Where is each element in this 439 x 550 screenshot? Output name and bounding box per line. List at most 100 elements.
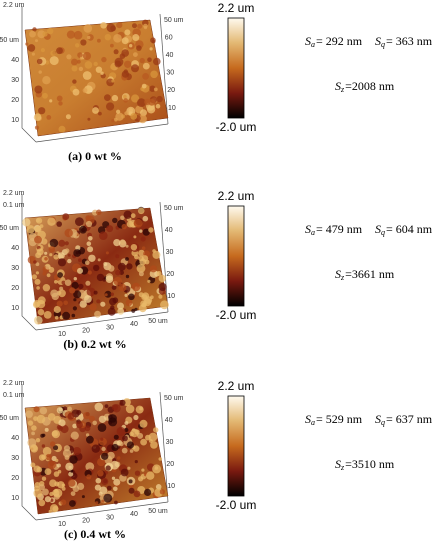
texture: [115, 254, 120, 259]
texture: [48, 246, 56, 253]
texture: [30, 444, 39, 453]
texture: [93, 264, 100, 272]
texture: [137, 207, 145, 215]
texture: [148, 227, 154, 233]
texture: [156, 271, 162, 276]
stat-value: =3510 nm: [345, 457, 395, 471]
stat-symbol: S: [335, 79, 341, 93]
texture: [136, 45, 142, 51]
texture: [125, 404, 135, 414]
texture: [131, 94, 140, 103]
texture: [34, 125, 40, 130]
texture: [67, 479, 76, 487]
texture: [130, 113, 138, 120]
texture: [33, 301, 40, 309]
texture: [133, 414, 139, 421]
stat-subscript: z: [340, 273, 345, 282]
roughness-stat: Sa= 479 nm: [305, 222, 363, 237]
texture: [138, 249, 145, 257]
right-tick-label: 40: [165, 417, 173, 424]
texture: [147, 57, 152, 62]
stat-symbol: S: [375, 412, 381, 426]
texture: [128, 479, 133, 484]
texture: [142, 73, 150, 80]
texture: [44, 496, 52, 503]
texture: [121, 223, 127, 230]
texture: [34, 485, 40, 492]
texture: [137, 432, 144, 439]
texture: [135, 405, 144, 414]
texture: [49, 99, 53, 103]
texture: [100, 22, 107, 29]
texture: [85, 260, 90, 266]
texture: [128, 293, 135, 301]
texture: [121, 447, 128, 454]
texture: [110, 292, 114, 297]
texture: [116, 22, 123, 29]
stat-value: =2008 nm: [345, 79, 395, 93]
texture: [148, 432, 158, 442]
texture: [132, 23, 137, 29]
texture: [50, 441, 56, 447]
texture: [153, 57, 161, 66]
texture: [49, 491, 54, 497]
texture: [36, 414, 46, 424]
texture: [121, 37, 129, 45]
texture: [54, 315, 59, 320]
roughness-stat: Sa= 292 nm: [305, 34, 363, 49]
texture: [27, 420, 34, 426]
stat-symbol: S: [305, 34, 311, 48]
texture: [104, 94, 111, 101]
texture: [73, 447, 81, 455]
texture: [138, 271, 144, 277]
texture: [125, 257, 129, 261]
stat-value: =3661 nm: [345, 267, 395, 281]
texture: [98, 491, 103, 496]
texture: [132, 34, 140, 41]
texture: [118, 283, 127, 292]
texture: [64, 248, 70, 254]
colorbar-min: -2.0 um: [216, 498, 257, 512]
stat-value: = 292 nm: [316, 34, 363, 48]
texture: [73, 277, 78, 281]
texture: [59, 286, 64, 291]
texture: [101, 499, 105, 503]
texture: [44, 257, 48, 261]
texture: [72, 79, 77, 84]
panel-caption: (a) 0 wt %: [68, 149, 122, 163]
texture: [58, 101, 63, 106]
texture: [64, 241, 69, 246]
texture: [142, 292, 150, 300]
texture: [98, 415, 107, 423]
texture: [87, 117, 91, 121]
texture: [124, 60, 132, 68]
left-tick-label: 30: [11, 77, 19, 84]
texture: [34, 278, 41, 285]
texture: [58, 239, 66, 247]
texture: [56, 463, 61, 468]
texture: [58, 407, 63, 412]
texture: [124, 293, 128, 297]
texture: [47, 413, 56, 421]
texture: [45, 453, 52, 461]
texture: [158, 294, 163, 299]
texture: [119, 239, 126, 246]
stat-subscript: a: [311, 418, 315, 427]
bottom-tick-label: 20: [82, 518, 90, 525]
z-tick-label: 0.1 um: [3, 392, 25, 399]
texture: [117, 307, 125, 315]
z-axis: [21, 6, 37, 143]
texture: [41, 444, 46, 448]
texture: [62, 449, 72, 458]
texture: [53, 305, 61, 314]
stat-subscript: a: [311, 228, 315, 237]
texture: [88, 415, 96, 422]
texture: [66, 30, 75, 39]
texture: [131, 282, 141, 292]
texture: [96, 209, 102, 216]
texture: [139, 419, 148, 428]
texture: [83, 24, 93, 33]
right-tick-label: 20: [167, 87, 175, 94]
texture: [38, 484, 46, 491]
texture: [159, 489, 166, 495]
